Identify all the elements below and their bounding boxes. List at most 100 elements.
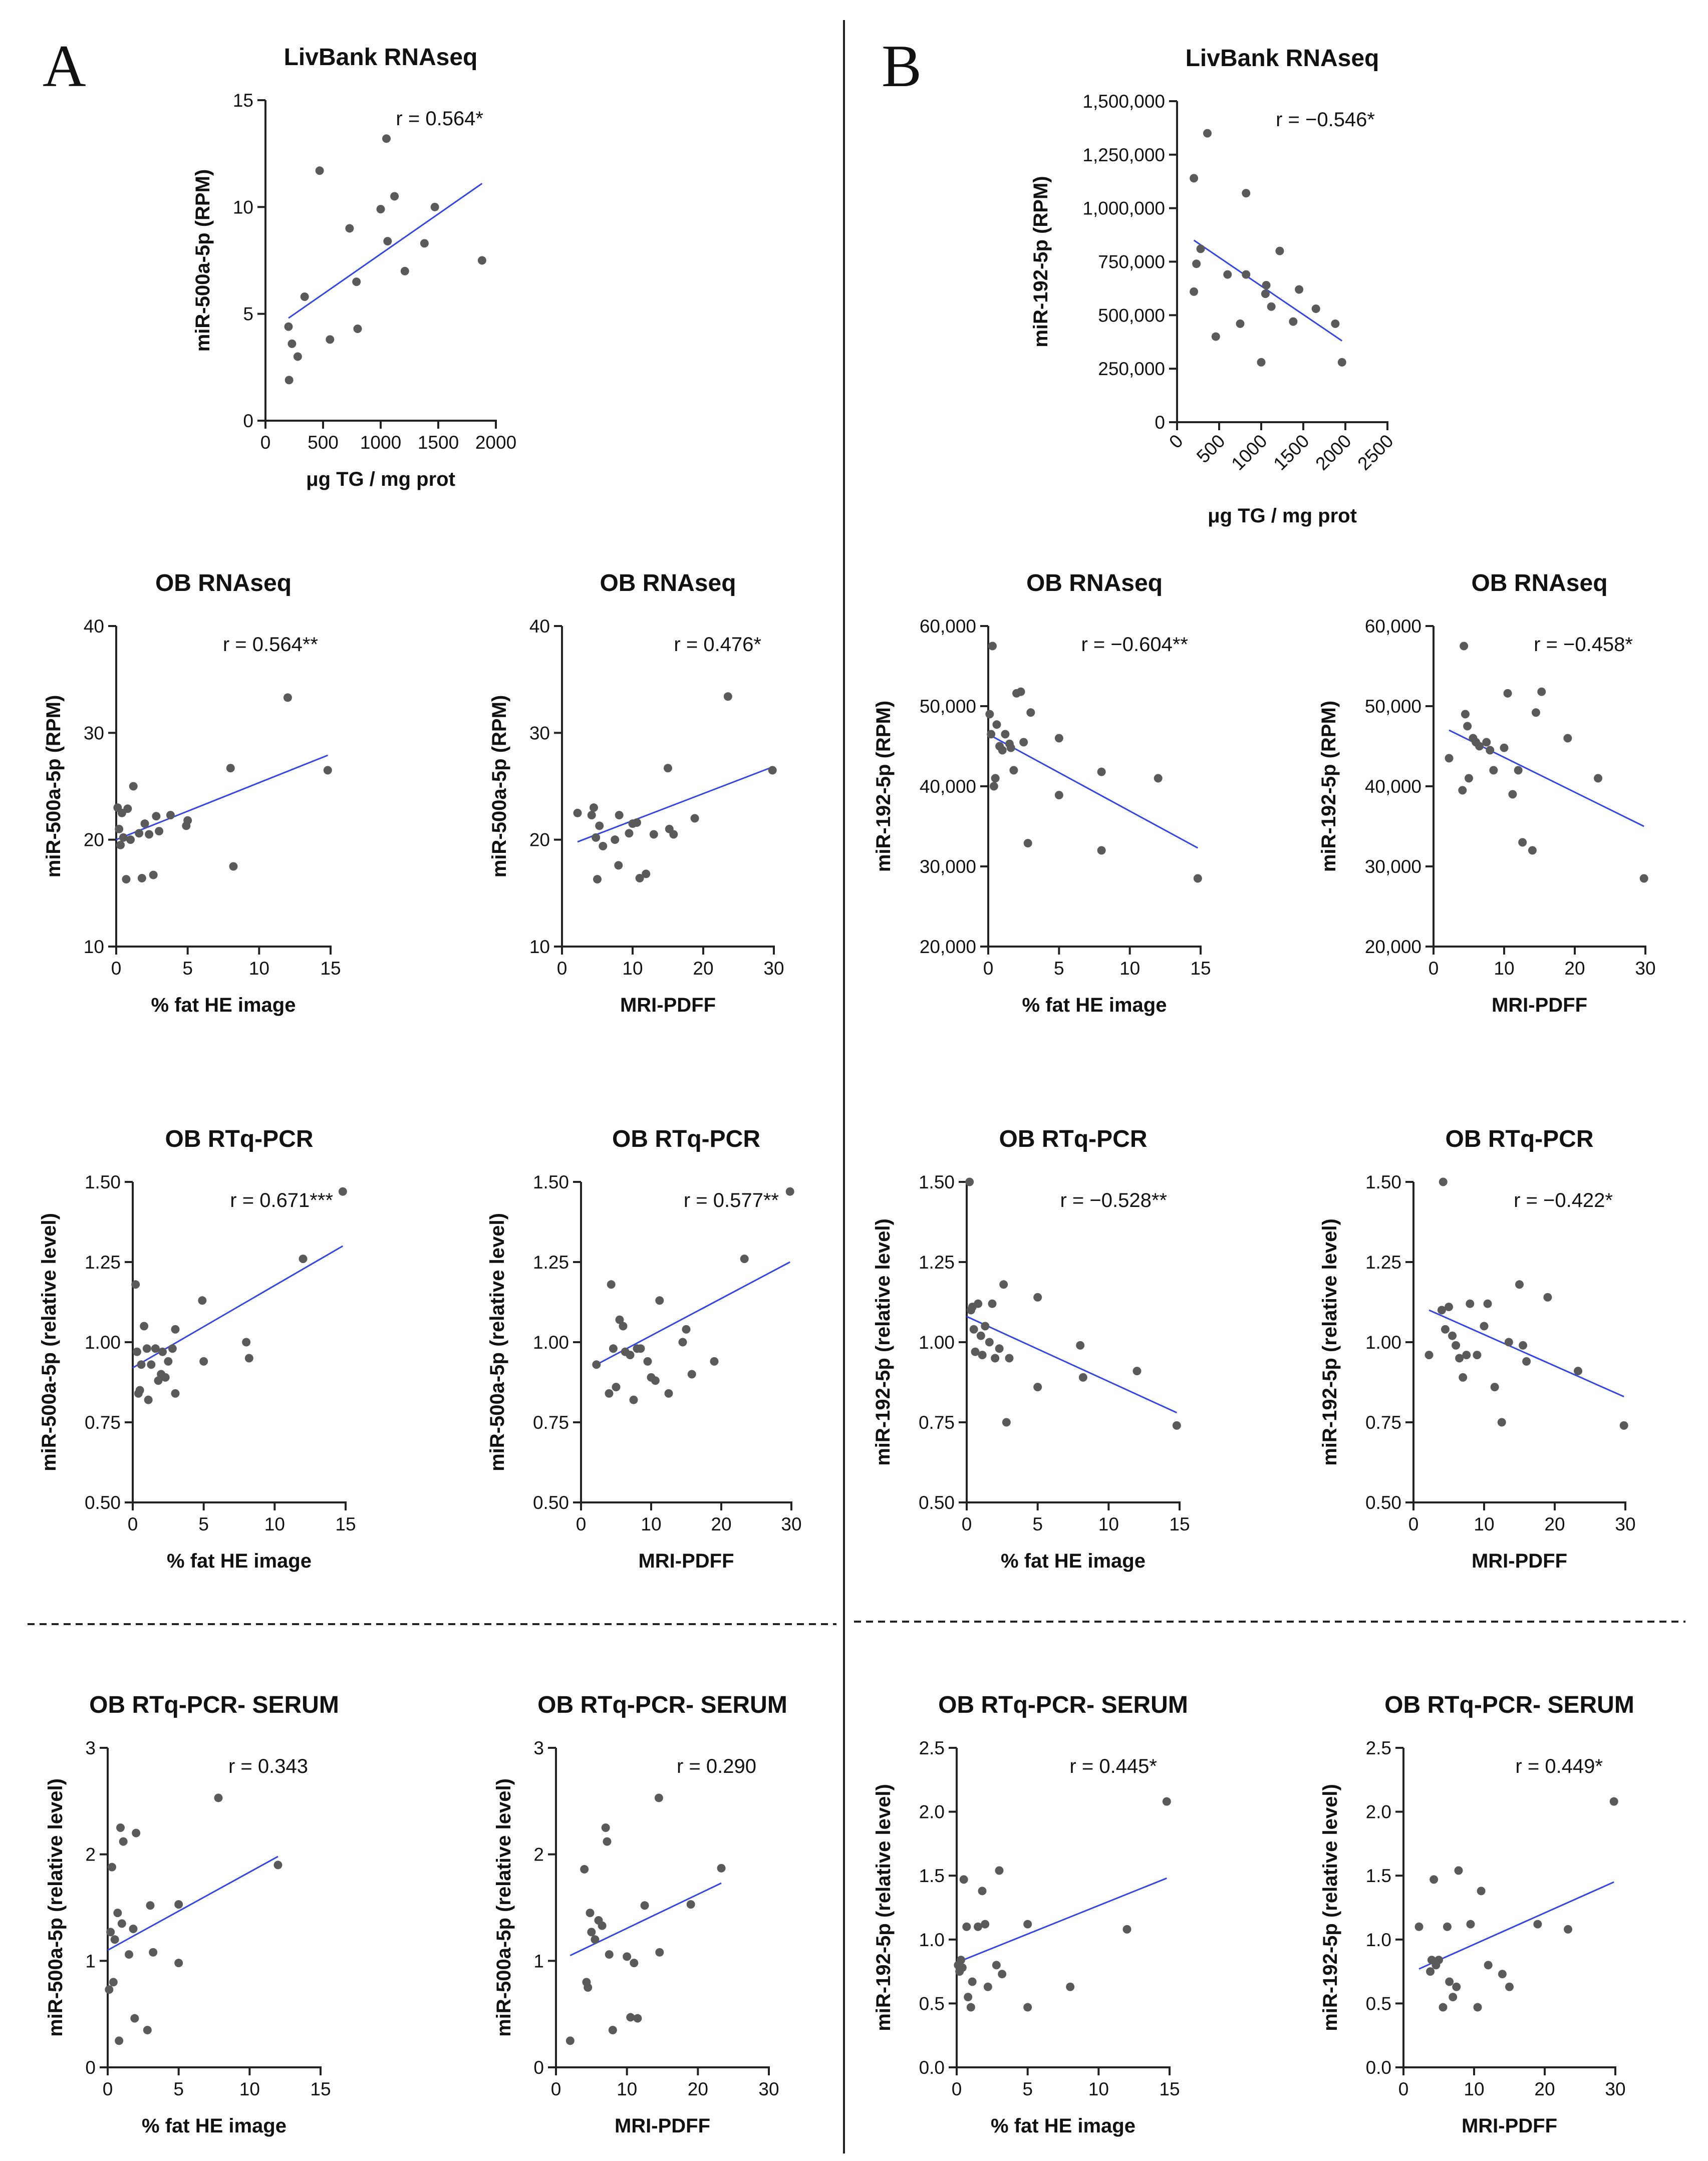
data-point xyxy=(106,1928,115,1937)
data-point xyxy=(976,1331,985,1340)
y-tick-label: 2.0 xyxy=(1366,1802,1391,1822)
regression-line xyxy=(116,754,328,841)
data-point xyxy=(154,1376,163,1385)
data-point xyxy=(985,710,994,719)
data-point xyxy=(315,166,324,175)
data-point xyxy=(1196,244,1205,253)
data-point xyxy=(144,1395,153,1404)
data-point xyxy=(974,1922,982,1931)
chart-B5: OB RTq-PCR 0.50 0.75 1.00 1.25 1.50 0 10 20 30 MRI… xyxy=(1319,1126,1636,1572)
chart-B6: OB RTq-PCR- SERUM 0.0 0.5 1.0 1.5 2.0 2.5 0 5 10 1… xyxy=(873,1692,1188,2137)
chart-B1: LivBank RNAseq 0 250,000 500,000 750,000 1,00… xyxy=(1030,45,1397,527)
data-point xyxy=(1466,1920,1475,1929)
data-point xyxy=(1443,1922,1452,1931)
data-point xyxy=(1441,1325,1450,1334)
data-point xyxy=(1261,289,1270,298)
data-point xyxy=(785,1187,794,1196)
y-tick-label: 0.50 xyxy=(919,1492,955,1513)
x-tick-label: 500 xyxy=(1193,431,1229,467)
data-point xyxy=(1445,1303,1453,1312)
x-tick-label: 15 xyxy=(1169,1514,1190,1534)
data-point xyxy=(607,1280,616,1289)
data-point xyxy=(119,833,128,842)
data-point xyxy=(995,1866,1004,1875)
data-point xyxy=(1033,1383,1042,1392)
data-point xyxy=(1190,287,1199,296)
data-point xyxy=(383,237,392,246)
y-tick-label: 1.50 xyxy=(919,1172,955,1192)
data-point xyxy=(623,1952,632,1961)
y-tick-label: 1.50 xyxy=(1365,1172,1401,1192)
data-point xyxy=(565,2036,575,2045)
x-tick-label: 15 xyxy=(335,1514,356,1534)
data-point xyxy=(1023,1920,1032,1929)
data-point xyxy=(1267,302,1276,311)
data-point xyxy=(142,1344,151,1353)
data-point xyxy=(966,2003,975,2012)
x-tick-label: 0 xyxy=(962,1514,972,1534)
data-point xyxy=(376,205,385,214)
data-point xyxy=(1331,319,1340,328)
x-tick-label: 2000 xyxy=(1311,431,1355,474)
data-point xyxy=(1461,710,1470,719)
x-tick-label: 30 xyxy=(1615,1514,1635,1534)
data-point xyxy=(608,2026,617,2035)
correlation-label: r = −0.458* xyxy=(1534,634,1633,656)
data-point xyxy=(626,2013,635,2022)
data-point xyxy=(117,1919,126,1928)
x-tick-label: 10 xyxy=(1464,2079,1484,2099)
x-tick-label: 10 xyxy=(622,958,643,979)
data-point xyxy=(147,1360,156,1369)
x-tick-label: 0 xyxy=(1408,1514,1419,1534)
data-point xyxy=(632,818,641,827)
data-point xyxy=(105,1985,114,1994)
y-tick-label: 20 xyxy=(84,830,104,850)
data-point xyxy=(1430,1875,1439,1884)
data-point xyxy=(168,1344,177,1353)
data-point xyxy=(1311,304,1320,314)
data-point xyxy=(1439,2003,1448,2012)
x-tick-label: 2000 xyxy=(475,432,516,453)
data-point xyxy=(477,256,486,265)
y-tick-label: 2.5 xyxy=(919,1738,945,1758)
regression-line xyxy=(107,1856,278,1951)
data-point xyxy=(1337,358,1346,367)
data-point xyxy=(1484,1961,1493,1970)
y-tick-label: 3 xyxy=(85,1738,96,1758)
data-point xyxy=(158,1347,167,1356)
data-point xyxy=(1154,774,1163,783)
x-tick-label: 0 xyxy=(1429,958,1439,979)
data-point xyxy=(338,1187,347,1196)
correlation-label: r = −0.422* xyxy=(1514,1189,1613,1211)
data-point xyxy=(174,1900,183,1909)
data-point xyxy=(214,1793,223,1802)
data-point xyxy=(1033,1293,1042,1302)
data-point xyxy=(161,1373,170,1382)
y-axis-label: miR-192-5p (RPM) xyxy=(873,701,895,872)
data-point xyxy=(1076,1341,1085,1350)
data-point xyxy=(991,1354,1000,1363)
x-tick-label: 5 xyxy=(1022,2079,1033,2099)
x-tick-label: 0 xyxy=(111,958,122,979)
x-tick-label: 15 xyxy=(310,2079,331,2099)
data-point xyxy=(1504,1338,1513,1347)
x-tick-label: 20 xyxy=(711,1514,731,1534)
data-point xyxy=(1097,767,1106,776)
data-point xyxy=(126,835,135,844)
y-tick-label: 10 xyxy=(529,937,550,957)
data-point xyxy=(1515,1280,1524,1289)
data-point xyxy=(1473,2003,1482,2012)
data-point xyxy=(171,1389,180,1398)
data-point xyxy=(1483,1299,1492,1308)
data-point xyxy=(115,2036,124,2045)
data-point xyxy=(122,875,131,884)
data-point xyxy=(1019,738,1028,747)
y-tick-label: 0.75 xyxy=(85,1412,121,1433)
data-point xyxy=(983,1982,992,1991)
x-tick-label: 5 xyxy=(198,1514,209,1534)
data-point xyxy=(140,819,149,828)
chart-A6: OB RTq-PCR- SERUM 0 1 2 3 0 5 10 15 % fat HE imag… xyxy=(45,1692,339,2137)
data-point xyxy=(664,764,672,773)
